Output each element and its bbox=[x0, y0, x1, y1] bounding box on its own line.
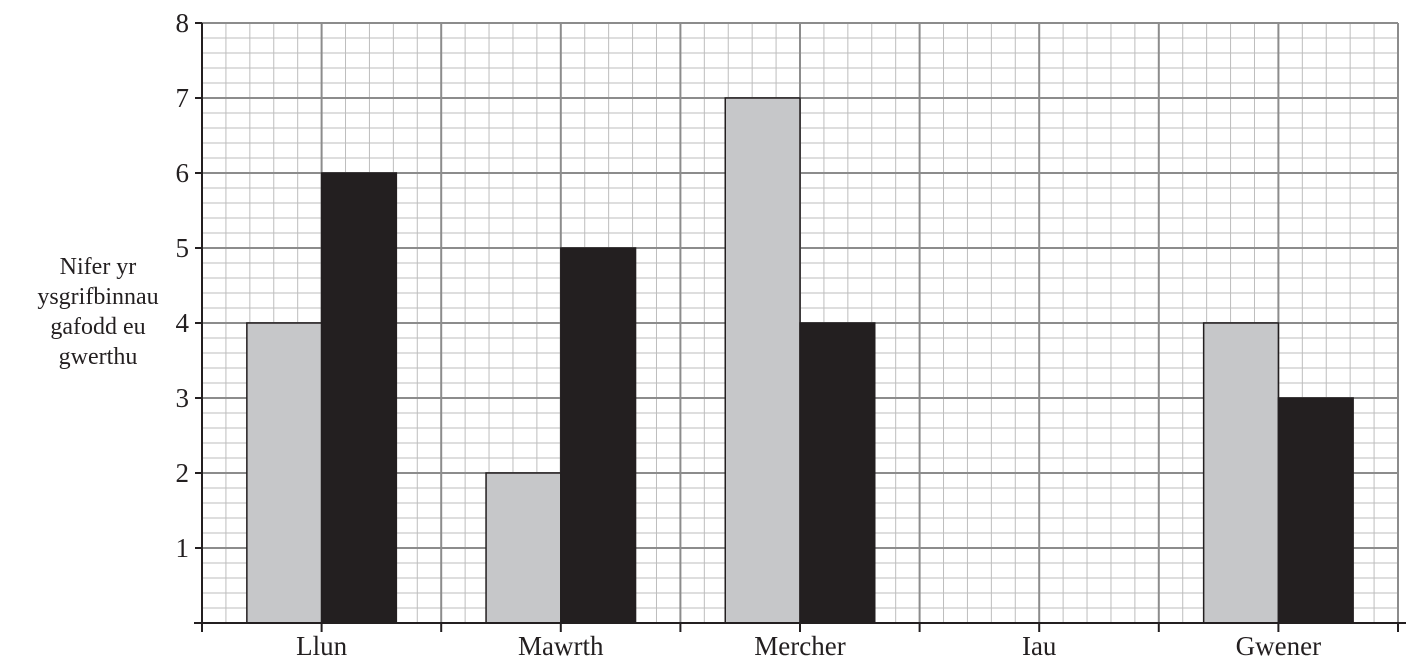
bar-llun-series-1 bbox=[246, 322, 323, 624]
x-tick-label: Gwener bbox=[1236, 631, 1321, 661]
y-tick-label: 4 bbox=[176, 308, 190, 338]
bar-gwener-series-2 bbox=[1277, 397, 1354, 624]
y-axis-label-line-2: ysgrifbinnau bbox=[37, 284, 159, 310]
bar-mercher-series-1 bbox=[724, 97, 801, 624]
y-tick-label: 2 bbox=[176, 458, 190, 488]
y-axis-label-line-1: Nifer yr bbox=[59, 254, 137, 280]
tick-labels: 1 2 3 4 5 6 7 8 Llun Mawrth Mercher Iau Gwener bbox=[176, 8, 1322, 661]
y-tick-label: 3 bbox=[176, 383, 190, 413]
y-tick-label: 1 bbox=[176, 533, 190, 563]
y-tick-label: 8 bbox=[176, 8, 190, 38]
bar-mawrth-series-2 bbox=[560, 247, 637, 624]
y-tick-label: 5 bbox=[176, 233, 190, 263]
y-axis-label-line-3: gafodd eu bbox=[50, 314, 146, 340]
y-axis-label-line-4: gwerthu bbox=[58, 344, 138, 370]
x-tick-label: Mawrth bbox=[518, 631, 604, 661]
y-axis-label: Nifer yr ysgrifbinnau gafodd eu gwerthu bbox=[0, 252, 196, 372]
y-tick-label: 7 bbox=[176, 83, 190, 113]
y-tick-label: 6 bbox=[176, 158, 190, 188]
bar-llun-series-2 bbox=[320, 172, 398, 624]
x-tick-label: Mercher bbox=[754, 631, 845, 661]
x-tick-label: Llun bbox=[296, 631, 347, 661]
x-tick-label: Iau bbox=[1022, 631, 1057, 661]
bar-mercher-series-2 bbox=[799, 322, 876, 624]
axes bbox=[194, 22, 1406, 632]
bar-mawrth-series-1 bbox=[485, 472, 562, 624]
bars bbox=[246, 97, 1354, 624]
bar-gwener-series-1 bbox=[1202, 322, 1280, 624]
